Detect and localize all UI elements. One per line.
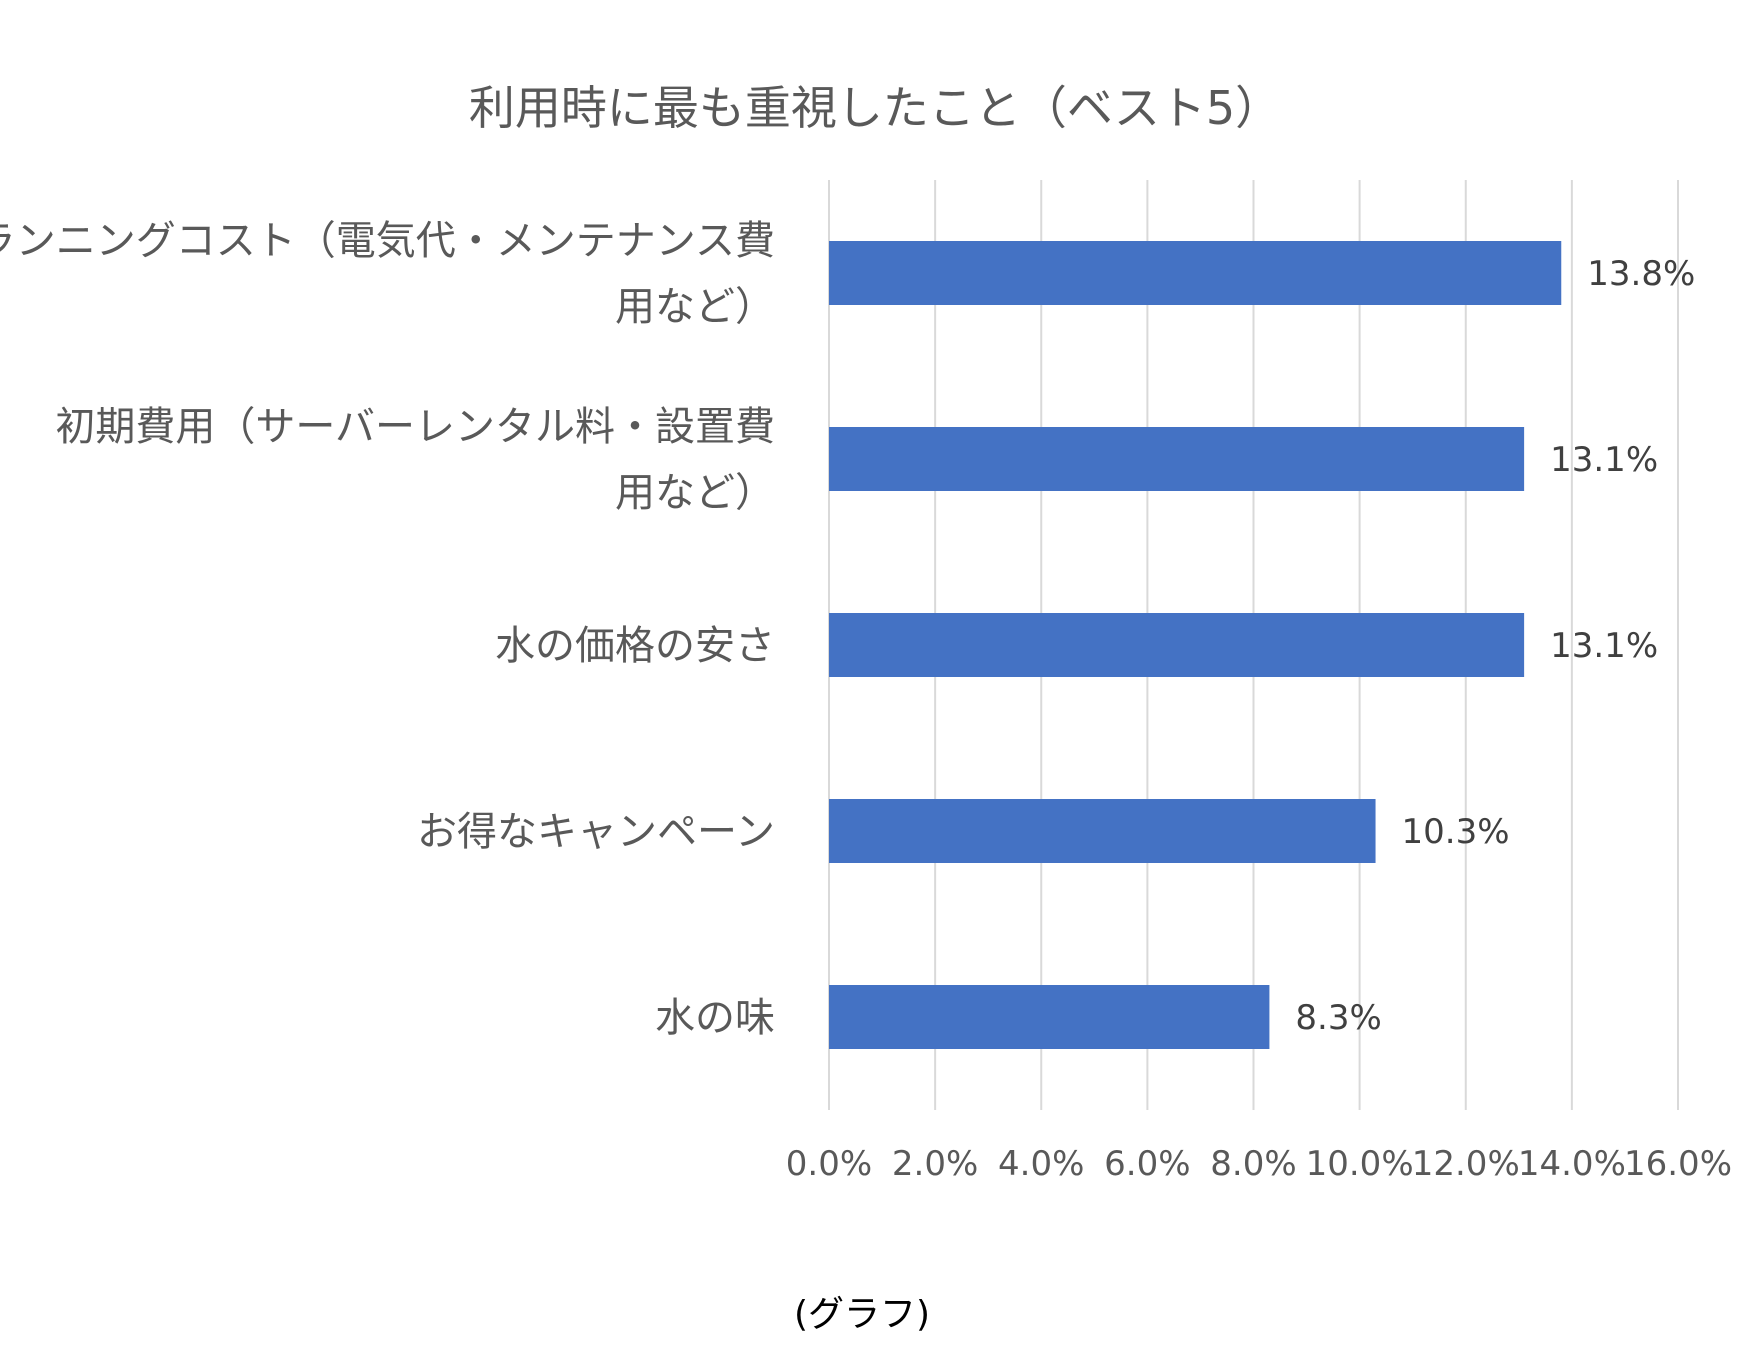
data-labels: 13.8% 13.1% 13.1% 10.3% 8.3% xyxy=(1295,254,1695,1038)
bars xyxy=(829,241,1562,1049)
x-tick-label: 12.0% xyxy=(1412,1144,1520,1184)
bar xyxy=(829,613,1525,677)
x-tick-label: 2.0% xyxy=(892,1144,978,1184)
x-tick-label: 4.0% xyxy=(998,1144,1084,1184)
chart-title: 利用時に最も重視したこと（ベスト5） xyxy=(469,81,1281,135)
bar xyxy=(829,985,1270,1049)
x-tick-label: 0.0% xyxy=(786,1144,872,1184)
category-label: お得なキャンペーン xyxy=(417,809,775,855)
category-label: 水の価格の安さ xyxy=(495,623,775,669)
data-label: 8.3% xyxy=(1295,998,1381,1038)
bar xyxy=(829,427,1525,491)
category-label: ランニングコスト（電気代・メンテナンス費用など） xyxy=(0,218,775,330)
x-tick-label: 8.0% xyxy=(1210,1144,1296,1184)
x-tick-label: 14.0% xyxy=(1518,1144,1626,1184)
bar xyxy=(829,799,1376,863)
category-label: 水の味 xyxy=(655,995,775,1041)
x-axis-ticks: 0.0% 2.0% 4.0% 6.0% 8.0% 10.0%12.0%14.0%16.0% xyxy=(786,1144,1732,1184)
category-label: 初期費用（サーバーレンタル料・設置費用など） xyxy=(55,404,775,516)
data-label: 10.3% xyxy=(1402,812,1510,852)
data-label: 13.1% xyxy=(1550,440,1658,480)
data-label: 13.8% xyxy=(1587,254,1695,294)
x-tick-label: 6.0% xyxy=(1104,1144,1190,1184)
data-label: 13.1% xyxy=(1550,626,1658,666)
x-tick-label: 10.0% xyxy=(1306,1144,1414,1184)
x-tick-label: 16.0% xyxy=(1624,1144,1732,1184)
bar xyxy=(829,241,1562,305)
category-labels: ランニングコスト（電気代・メンテナンス費用など） 初期費用（サーバーレンタル料・設… xyxy=(0,218,775,1041)
graph-caption: (グラフ) xyxy=(794,1294,930,1335)
